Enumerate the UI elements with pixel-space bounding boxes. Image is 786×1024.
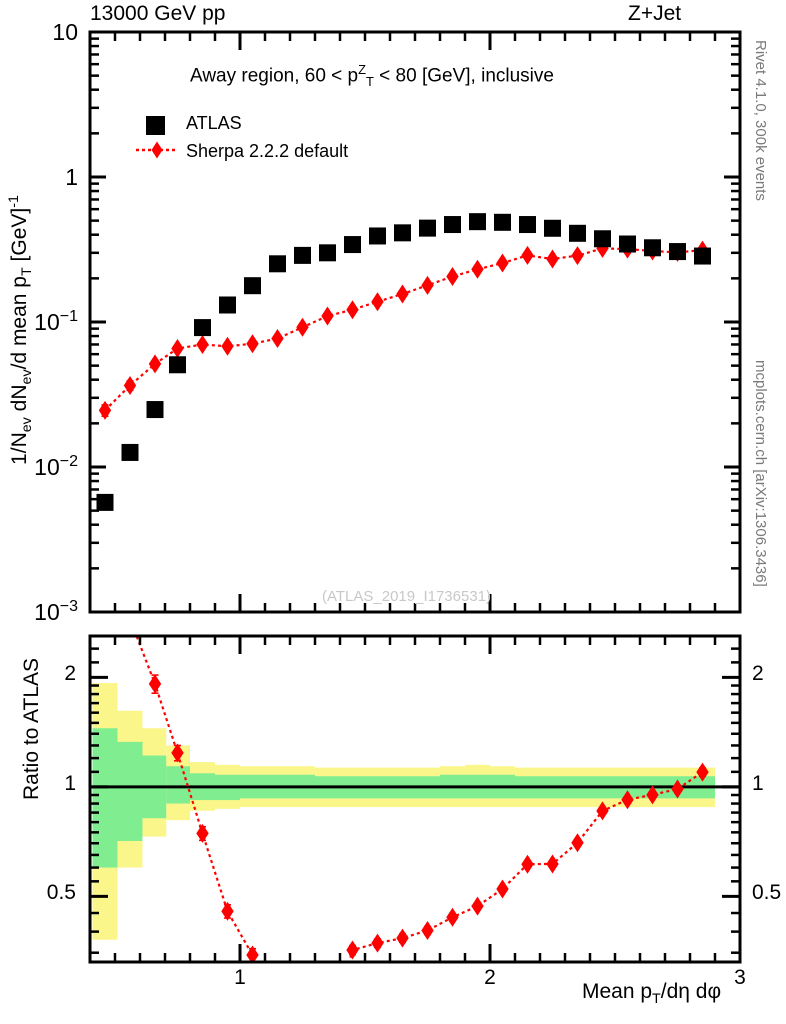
main-plot-canvas: 10 1 10−1 10−2 10−3: [34, 19, 742, 625]
legend-label-0: ATLAS: [186, 113, 242, 133]
ratio-ytick-label-right: 1: [752, 771, 764, 795]
ratio-ytick-label-left: 0.5: [46, 881, 76, 905]
ratio-ytick-label-right: 2: [752, 662, 764, 686]
side-text-mcplots: mcplots.cern.ch [arXiv:1306.3436]: [752, 360, 769, 587]
header-right: Z+Jet: [628, 2, 682, 25]
xtick-label: 2: [484, 966, 496, 989]
header-left: 13000 GeV pp: [90, 2, 226, 25]
ratio-ytick-label-left: 2: [64, 662, 76, 686]
side-text-rivet: Rivet 4.1.0, 300k events: [752, 40, 769, 201]
svg-text:1: 1: [65, 164, 78, 190]
ratio-ytick-label-right: 0.5: [752, 881, 782, 905]
svg-text:10−1: 10−1: [34, 308, 78, 335]
svg-text:10−3: 10−3: [34, 598, 78, 625]
ratio-ytick-label-left: 1: [64, 771, 76, 795]
plot-title: Away region, 60 < pZT < 80 [GeV], inclus…: [190, 62, 554, 90]
ratio-plot-canvas: [88, 634, 742, 964]
xtick-label: 3: [734, 966, 746, 989]
svg-text:10−2: 10−2: [34, 453, 78, 480]
xtick-label: 1: [234, 966, 246, 989]
xaxis-label: Mean pT/dη dφ: [582, 980, 722, 1008]
dataset-watermark: (ATLAS_2019_I1736531): [322, 588, 492, 605]
legend-label-1: Sherpa 2.2.2 default: [186, 141, 349, 161]
svg-text:10: 10: [52, 19, 78, 45]
